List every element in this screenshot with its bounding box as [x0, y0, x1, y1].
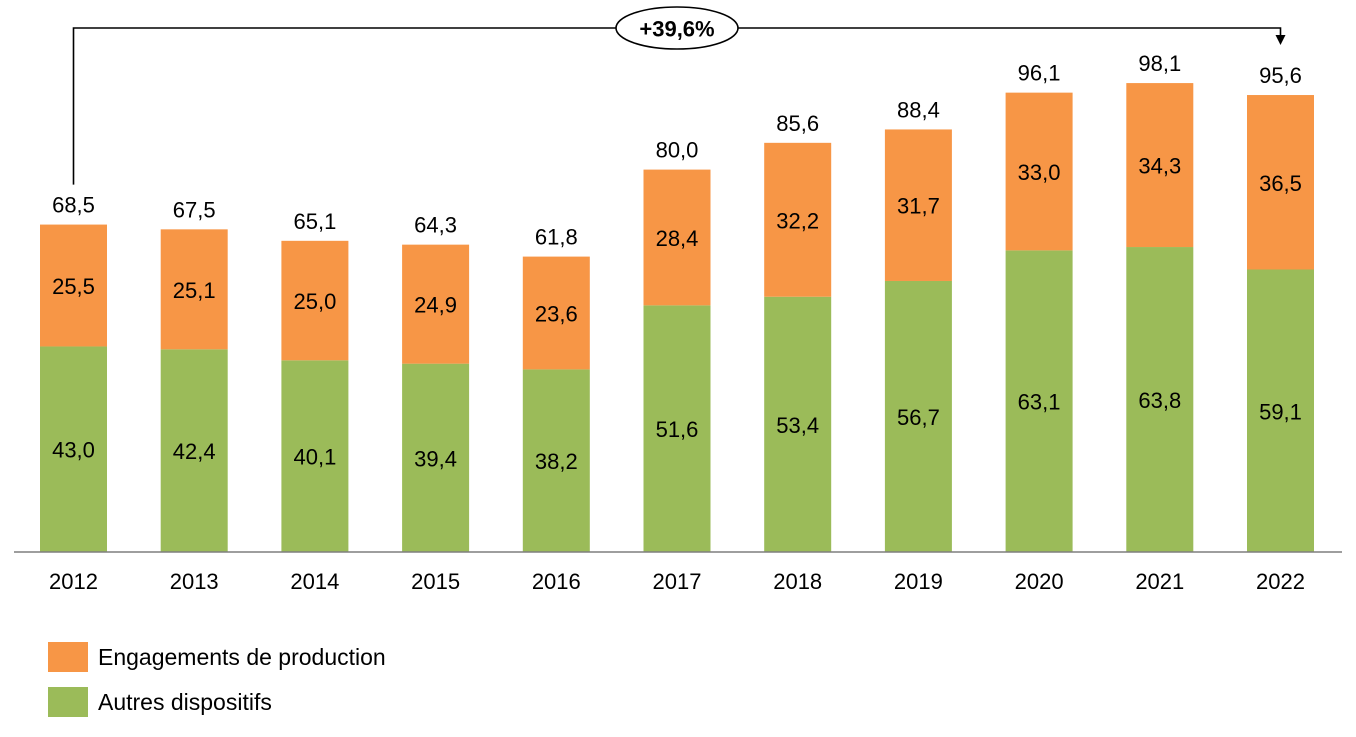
label-engagements-2018: 32,2	[776, 208, 819, 233]
legend-label-autres: Autres dispositifs	[98, 688, 272, 715]
x-tick-2016: 2016	[532, 569, 581, 594]
total-label-2016: 61,8	[535, 225, 578, 250]
bar-engagements-2021	[1126, 83, 1194, 248]
label-engagements-2020: 33,0	[1018, 160, 1061, 185]
bar-engagements-2019	[884, 129, 952, 281]
bar-autres-2019	[884, 280, 952, 552]
label-autres-2019: 56,7	[897, 405, 940, 430]
label-engagements-2017: 28,4	[656, 226, 699, 251]
total-labels-group: 68,5 67,5 65,1 64,3 61,8 80,0 85,6 88,4 96,1 98,1…	[52, 51, 1302, 250]
bar-autres-2021	[1126, 247, 1194, 552]
x-tick-2017: 2017	[653, 569, 702, 594]
label-engagements-2019: 31,7	[897, 194, 940, 219]
bar-autres-2014	[281, 360, 349, 552]
growth-annotation-ellipse	[615, 6, 739, 50]
bar-autres-2015	[402, 363, 470, 552]
total-label-2012: 68,5	[52, 193, 95, 218]
label-autres-2022: 59,1	[1259, 399, 1302, 424]
total-label-2015: 64,3	[414, 213, 457, 238]
label-engagements-2021: 34,3	[1138, 154, 1181, 179]
label-autres-2018: 53,4	[776, 413, 819, 438]
label-autres-2021: 63,8	[1138, 388, 1181, 413]
label-autres-2017: 51,6	[656, 417, 699, 442]
growth-annotation-text: +39,6%	[639, 17, 714, 42]
label-engagements-2022: 36,5	[1259, 171, 1302, 196]
label-autres-2015: 39,4	[414, 446, 457, 471]
total-label-2018: 85,6	[776, 111, 819, 136]
total-label-2013: 67,5	[173, 197, 216, 222]
label-engagements-2015: 24,9	[414, 293, 457, 318]
total-label-2014: 65,1	[293, 209, 336, 234]
label-autres-2020: 63,1	[1018, 390, 1061, 415]
total-label-2019: 88,4	[897, 97, 940, 122]
x-tick-2019: 2019	[894, 569, 943, 594]
x-tick-2012: 2012	[49, 569, 98, 594]
bar-engagements-2014	[281, 240, 349, 361]
x-tick-2020: 2020	[1015, 569, 1064, 594]
label-engagements-2013: 25,1	[173, 278, 216, 303]
x-tick-2018: 2018	[773, 569, 822, 594]
label-engagements-2016: 23,6	[535, 302, 578, 327]
bar-autres-2016	[522, 369, 590, 552]
x-tick-2021: 2021	[1135, 569, 1184, 594]
bar-engagements-2020	[1005, 92, 1073, 251]
bar-engagements-2015	[402, 244, 470, 364]
bar-autres-2020	[1005, 250, 1073, 552]
bar-engagements-2017	[643, 169, 711, 306]
bar-engagements-2022	[1247, 95, 1314, 270]
total-label-2022: 95,6	[1259, 63, 1302, 88]
bar-engagements-2012	[40, 224, 107, 347]
bar-autres-2012	[40, 346, 107, 552]
bar-autres-2017	[643, 305, 711, 552]
label-engagements-2012: 25,5	[52, 274, 95, 299]
stacked-bar-chart: 43,0 25,5 42,4 25,1 40,1 25,0 39,4 24,9 38,2 23,6…	[14, 6, 1342, 594]
label-autres-2016: 38,2	[535, 449, 578, 474]
bar-autres-2022	[1247, 269, 1314, 552]
bar-autres-2018	[764, 296, 832, 552]
total-label-2017: 80,0	[656, 138, 699, 163]
total-label-2021: 98,1	[1138, 51, 1181, 76]
bar-engagements-2018	[764, 142, 832, 297]
x-tick-2015: 2015	[411, 569, 460, 594]
legend-item-engagements: Engagements de production	[48, 641, 386, 673]
legend-swatch-engagements	[48, 642, 88, 672]
label-engagements-2014: 25,0	[293, 289, 336, 314]
bar-engagements-2013	[160, 229, 228, 350]
segment-labels-group: 43,0 25,5 42,4 25,1 40,1 25,0 39,4 24,9 38,2 23,6…	[52, 154, 1302, 475]
bar-autres-2013	[160, 349, 228, 552]
bars-group	[40, 83, 1314, 552]
growth-arrow-head	[1275, 35, 1286, 46]
label-autres-2013: 42,4	[173, 439, 216, 464]
legend-swatch-autres	[48, 687, 88, 717]
bar-engagements-2016	[522, 256, 590, 370]
label-autres-2012: 43,0	[52, 438, 95, 463]
x-tick-2013: 2013	[170, 569, 219, 594]
label-autres-2014: 40,1	[293, 445, 336, 470]
legend-label-engagements: Engagements de production	[98, 643, 386, 670]
x-tick-2022: 2022	[1256, 569, 1305, 594]
legend-item-autres: Autres dispositifs	[48, 686, 272, 718]
x-tick-2014: 2014	[290, 569, 339, 594]
total-label-2020: 96,1	[1018, 61, 1061, 86]
x-tick-labels-group: 2012 2013 2014 2015 2016 2017 2018 2019 2020 2021…	[49, 569, 1305, 594]
